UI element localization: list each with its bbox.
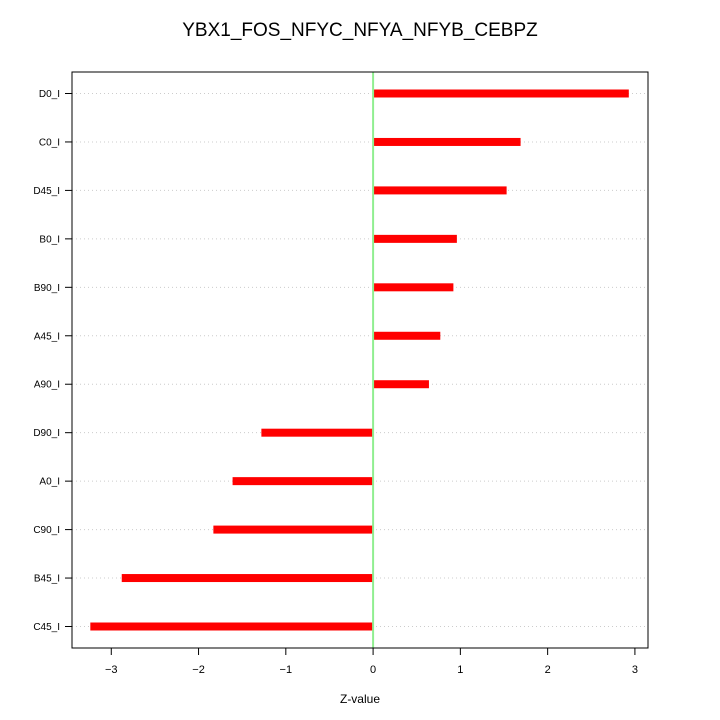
bar-d90-i [261, 428, 374, 437]
x-tick-label: 1 [457, 664, 463, 676]
y-tick-label: A45_I [34, 331, 60, 342]
chart-title: YBX1_FOS_NFYC_NFYA_NFYB_CEBPZ [182, 20, 538, 41]
bar-b90-i [373, 283, 454, 292]
x-axis-label: Z-value [340, 692, 380, 706]
bar-c0-i [373, 137, 521, 146]
y-tick-label: D0_I [39, 89, 60, 100]
bar-c90-i [213, 525, 374, 534]
bar-d45-i [373, 186, 507, 195]
x-tick-label: −1 [280, 664, 293, 676]
y-tick-label: D45_I [33, 186, 60, 197]
y-tick-label: B0_I [39, 234, 60, 245]
bar-b45-i [121, 574, 374, 583]
bar-c45-i [90, 622, 374, 631]
y-tick-label: A90_I [34, 380, 60, 391]
x-tick-label: 2 [545, 664, 551, 676]
y-tick-label: A0_I [39, 477, 60, 488]
bar-a0-i [232, 477, 374, 486]
y-tick-label: C0_I [39, 137, 60, 148]
x-tick-label: −2 [192, 664, 205, 676]
bar-b0-i [373, 234, 457, 243]
grid-lines [72, 93, 648, 627]
x-tick-label: −3 [105, 664, 118, 676]
x-tick-label: 0 [370, 664, 376, 676]
bar-a90-i [373, 380, 429, 389]
y-tick-label: B90_I [34, 283, 60, 294]
x-tick-label: 3 [632, 664, 638, 676]
bars [90, 89, 629, 631]
bar-d0-i [373, 89, 629, 98]
bar-a45-i [373, 331, 441, 340]
y-tick-label: C45_I [33, 622, 60, 633]
y-tick-label: D90_I [33, 428, 60, 439]
x-axis: −3 −2 −1 0 1 2 3 [105, 648, 638, 676]
y-tick-label: B45_I [34, 574, 60, 585]
y-axis: D0_I C0_I D45_I B0_I B90_I A45_I A90_I D90_I A0_… [33, 89, 72, 633]
plot-frame [71, 71, 649, 649]
y-tick-label: C90_I [33, 525, 60, 536]
